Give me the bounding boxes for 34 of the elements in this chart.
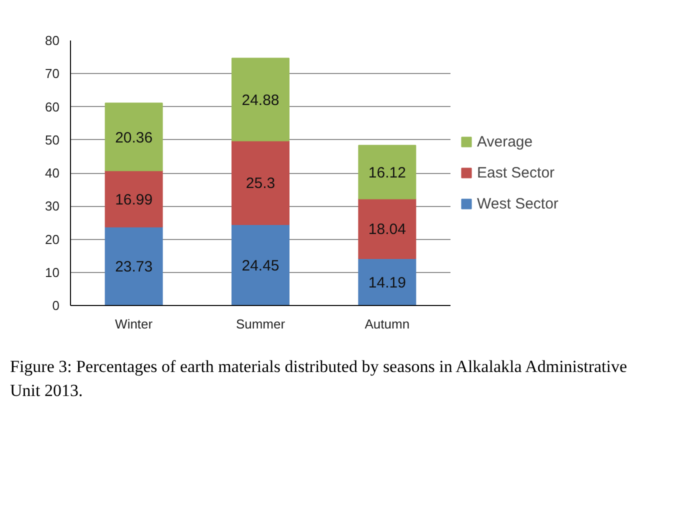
y-tick-label: 20 xyxy=(45,232,60,247)
data-label: 16.12 xyxy=(368,164,406,182)
bar xyxy=(232,140,290,226)
data-label: 23.73 xyxy=(115,258,153,276)
bar xyxy=(358,258,416,306)
data-label: 14.19 xyxy=(368,274,406,292)
bar xyxy=(232,58,290,142)
x-tick-label: Summer xyxy=(236,316,286,332)
bar xyxy=(104,226,163,306)
y-tick-label: 50 xyxy=(45,132,60,148)
bar xyxy=(358,144,416,200)
bar xyxy=(104,170,163,228)
data-label: 24.45 xyxy=(242,258,280,275)
y-tick-label: 30 xyxy=(45,198,60,214)
bar xyxy=(104,102,163,172)
bar xyxy=(232,224,290,306)
legend-label: West Sector xyxy=(477,195,558,212)
data-label: 16.99 xyxy=(115,191,153,208)
y-tick-label: 0 xyxy=(52,298,60,313)
bar xyxy=(358,198,416,259)
y-tick-label: 70 xyxy=(45,66,60,82)
y-tick-label: 10 xyxy=(45,264,60,280)
x-tick-label: Winter xyxy=(115,316,154,332)
x-tick-label: Autumn xyxy=(364,316,410,332)
data-label: 25.3 xyxy=(246,175,276,192)
legend-label: East Sector xyxy=(477,164,555,181)
data-label: 24.88 xyxy=(242,92,280,109)
caption: Figure 3: Percentages of earth materials distributed by seasons in Alkalakla Administrative Unit 2013. xyxy=(10,356,628,402)
y-tick-label: 40 xyxy=(45,166,60,180)
y-tick-label: 60 xyxy=(45,99,60,114)
legend-label: Average xyxy=(477,133,533,150)
data-label: 20.36 xyxy=(115,129,153,146)
data-label: 18.04 xyxy=(368,221,406,238)
y-tick-label: 80 xyxy=(45,33,60,48)
